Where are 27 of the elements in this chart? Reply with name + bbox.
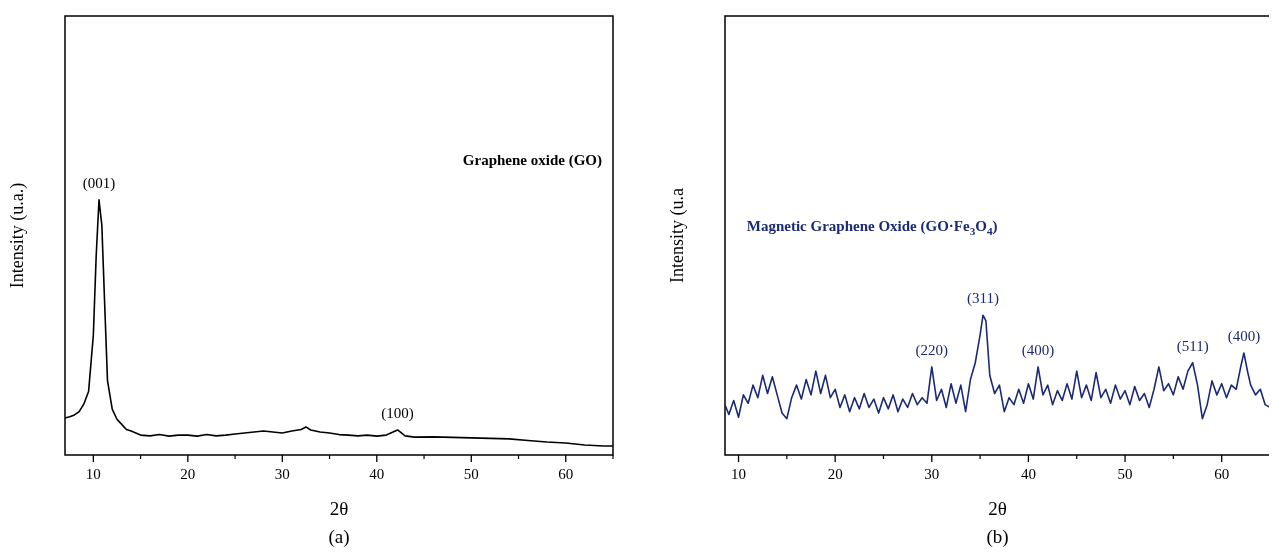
x-tick-label: 30	[924, 466, 940, 482]
x-tick-label: 20	[827, 466, 843, 482]
text: (a)	[328, 526, 350, 548]
x-tick-label: 40	[1020, 466, 1036, 482]
x-tick-label: 60	[1214, 466, 1230, 482]
text: Graphene oxide (GO)	[462, 152, 603, 170]
annotation: (001)	[82, 174, 116, 192]
annotation: (400)	[1021, 341, 1055, 359]
x-axis-title: 2θ	[329, 498, 349, 519]
x-tick-label: 10	[85, 466, 101, 482]
annotation: (511)	[1176, 337, 1209, 355]
y-axis-title: Intensity (u.a.)	[7, 182, 28, 289]
x-tick-label: 50	[463, 466, 479, 482]
annotation: (311)	[967, 290, 999, 308]
y-axis-title: Intensity (u.a	[667, 188, 688, 283]
x-tick-label: 10	[731, 466, 747, 482]
x-tick-label: 20	[180, 466, 196, 482]
x-tick-label: 60	[558, 466, 574, 482]
annotation: (400)	[1227, 327, 1261, 345]
x-axis-title: 2θ	[988, 498, 1007, 519]
text: Magnetic Graphene Oxide (GO·Fe$_{3}$O$_{4}$)	[746, 218, 998, 238]
x-tick-label: 30	[274, 466, 290, 482]
annotation: (220)	[915, 341, 949, 359]
text: (b)	[986, 526, 1009, 548]
annotation: (100)	[381, 404, 414, 422]
x-tick-label: 50	[1117, 466, 1133, 482]
x-tick-label: 40	[369, 466, 385, 482]
